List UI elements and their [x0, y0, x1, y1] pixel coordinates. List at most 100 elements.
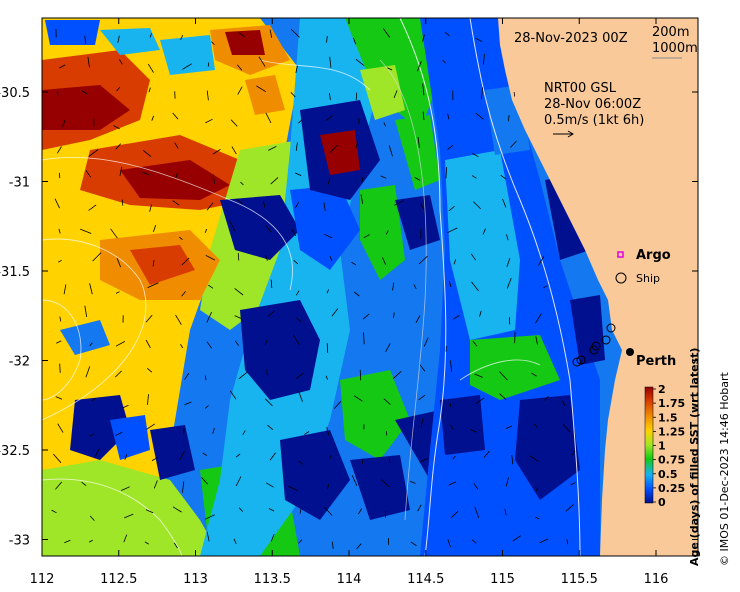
current-arrow	[87, 56, 90, 68]
current-arrow	[504, 508, 507, 516]
current-arrow	[413, 284, 417, 289]
current-arrow	[211, 41, 215, 45]
current-arrow	[471, 281, 479, 292]
current-arrow	[471, 175, 477, 179]
x-tick-label: 113.5	[254, 572, 291, 587]
current-arrow	[333, 401, 342, 409]
current-arrow	[304, 431, 310, 435]
current-arrow	[146, 423, 156, 430]
current-arrow	[230, 119, 238, 127]
current-arrow	[172, 506, 182, 513]
current-arrow	[502, 198, 507, 208]
current-arrow	[92, 252, 102, 262]
current-arrow	[475, 112, 484, 120]
current-arrow	[63, 284, 67, 295]
current-arrow	[123, 534, 128, 543]
current-arrow	[153, 224, 157, 233]
ship-marker-icon	[615, 272, 627, 284]
current-arrow	[355, 92, 358, 101]
map-field	[42, 18, 698, 556]
current-arrow	[89, 539, 93, 543]
current-arrow	[84, 305, 88, 317]
current-arrow	[506, 257, 511, 268]
current-arrow	[380, 175, 387, 179]
current-arrow	[115, 370, 122, 378]
current-arrow	[179, 236, 183, 241]
current-arrow	[55, 396, 63, 400]
current-arrow	[355, 58, 365, 66]
current-arrow	[149, 32, 153, 38]
argo-marker-icon	[617, 251, 624, 258]
current-arrow	[387, 67, 393, 71]
colorbar-tick-label: 1.25	[658, 425, 685, 438]
current-arrow	[237, 86, 243, 95]
current-arrow	[298, 391, 303, 402]
colorbar	[644, 386, 654, 504]
current-arrow	[229, 220, 236, 232]
current-arrow	[265, 482, 274, 488]
current-arrow	[479, 310, 482, 317]
current-arrow	[59, 316, 62, 322]
current-arrow	[236, 198, 243, 205]
current-arrow	[240, 181, 244, 186]
current-arrow	[326, 343, 329, 353]
current-arrow	[444, 31, 450, 37]
current-arrow	[116, 258, 121, 268]
current-arrow	[325, 115, 334, 121]
current-arrow	[89, 342, 93, 347]
current-arrow	[181, 291, 186, 297]
current-arrow	[52, 453, 62, 463]
current-arrow	[88, 204, 97, 211]
current-arrow	[56, 340, 62, 344]
current-arrow	[415, 315, 421, 323]
current-arrow	[410, 480, 416, 484]
current-arrow	[237, 252, 240, 261]
colorbar-tick-label: 0.75	[658, 454, 685, 467]
current-arrow	[85, 366, 91, 378]
current-arrow	[450, 424, 454, 431]
current-arrow	[562, 400, 566, 406]
current-arrow	[385, 343, 391, 352]
current-arrow	[535, 336, 538, 345]
current-arrow	[173, 542, 178, 549]
current-arrow	[122, 404, 129, 409]
vector-scale-arrowhead	[567, 130, 574, 138]
current-arrow	[59, 64, 66, 69]
current-arrow	[147, 63, 154, 73]
current-arrow	[263, 201, 266, 208]
current-arrow	[296, 372, 304, 379]
current-arrow	[270, 533, 275, 542]
current-arrow	[181, 257, 190, 266]
current-arrow	[54, 198, 60, 209]
current-arrow	[298, 119, 303, 124]
current-arrow	[448, 481, 457, 486]
current-arrow	[419, 457, 429, 463]
current-arrow	[358, 508, 363, 515]
y-tick-label: -33	[9, 534, 30, 549]
current-arrow	[55, 481, 63, 490]
current-arrow	[124, 454, 128, 460]
current-arrow	[268, 146, 277, 151]
current-arrow	[331, 308, 339, 317]
current-arrow	[295, 290, 300, 296]
current-arrow	[290, 92, 296, 98]
current-arrow	[506, 278, 512, 289]
current-arrow	[266, 369, 268, 376]
current-arrow	[447, 113, 450, 120]
current-arrow	[383, 398, 391, 405]
current-arrow	[242, 430, 246, 436]
current-arrow	[180, 343, 184, 349]
y-tick-label: -32	[9, 355, 30, 370]
argo-label: Argo	[636, 248, 671, 263]
current-arrow	[269, 452, 276, 461]
current-arrow	[56, 146, 62, 154]
current-vectors	[51, 28, 576, 550]
current-arrow	[268, 508, 275, 512]
current-arrow	[121, 199, 124, 206]
current-arrow	[417, 504, 422, 512]
current-arrow	[442, 59, 447, 64]
current-arrow	[267, 424, 274, 431]
current-arrow	[324, 506, 333, 516]
current-arrow	[142, 171, 150, 176]
city-label: Perth	[636, 354, 676, 369]
